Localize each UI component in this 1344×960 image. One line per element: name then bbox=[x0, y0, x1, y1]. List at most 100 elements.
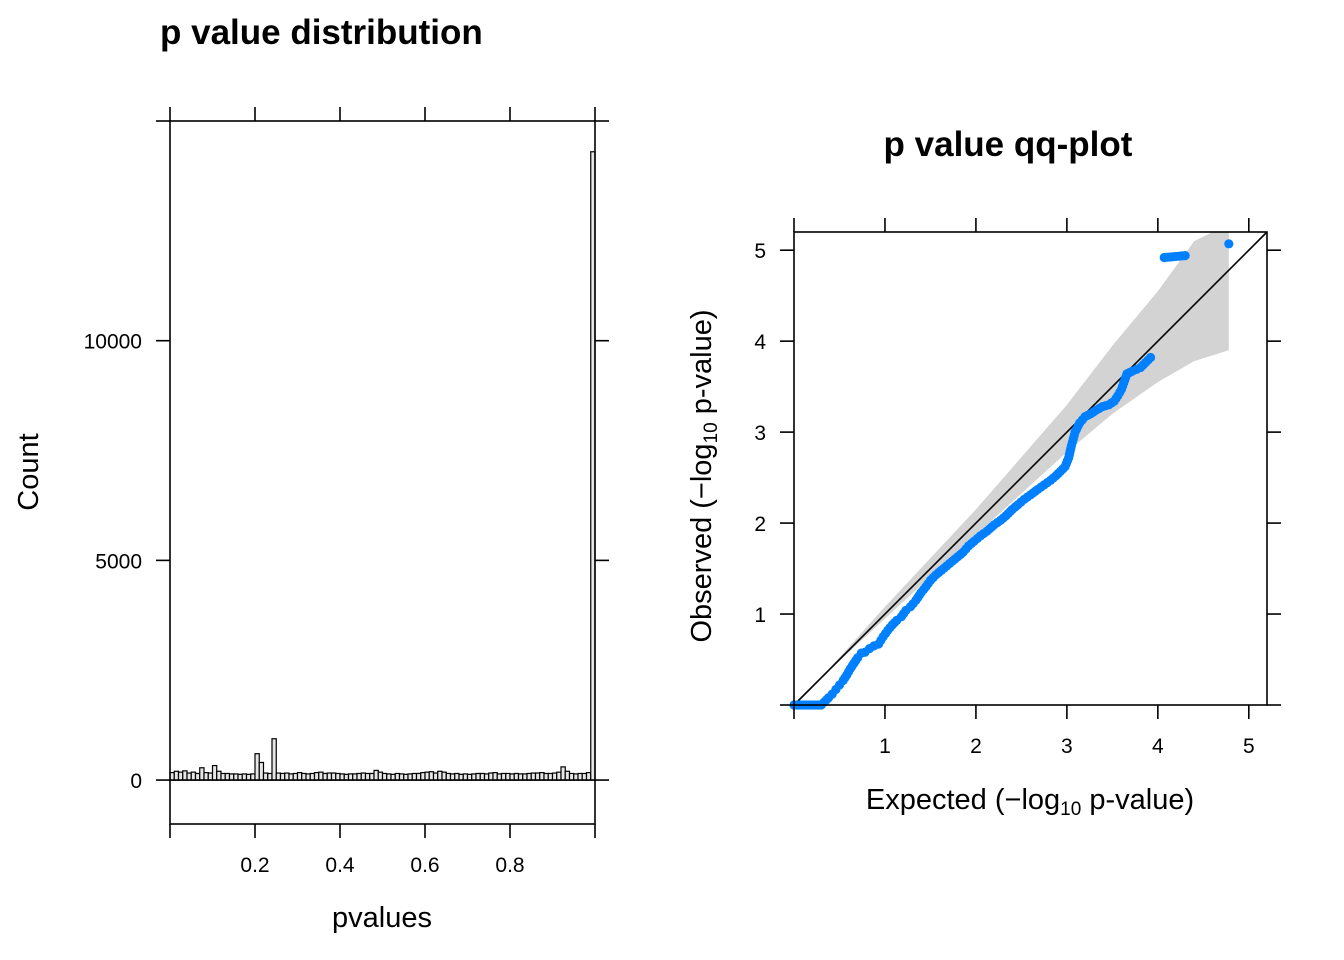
histogram-bar bbox=[458, 773, 464, 781]
y-tick-label: 2 bbox=[754, 513, 766, 536]
histogram-y-label: Count bbox=[13, 433, 45, 510]
histogram-bar bbox=[330, 772, 337, 781]
histogram-bar bbox=[403, 773, 409, 781]
histogram-bar bbox=[250, 773, 256, 781]
x-tick-label: 1 bbox=[879, 735, 891, 758]
histogram-bar bbox=[224, 772, 231, 781]
histogram-bar bbox=[547, 772, 554, 781]
histogram-bar bbox=[577, 772, 583, 781]
qq-point bbox=[1145, 352, 1156, 363]
y-tick-label: 4 bbox=[754, 331, 766, 354]
histogram-bar bbox=[309, 772, 316, 781]
qqplot-frame bbox=[793, 231, 1268, 706]
histogram-bar bbox=[262, 772, 269, 781]
histogram-bar bbox=[386, 773, 392, 781]
qqplot-x-label-prefix: Expected ( bbox=[866, 784, 1005, 816]
histogram-bar bbox=[173, 770, 180, 781]
qqplot-y-label: Observed (−log10 p-value) bbox=[686, 309, 722, 642]
histogram-bar bbox=[301, 772, 307, 781]
y-tick-label: 1 bbox=[754, 604, 766, 627]
histogram-bar bbox=[305, 773, 311, 781]
histogram-bar bbox=[254, 753, 260, 781]
histogram-bar bbox=[411, 772, 418, 781]
histogram-bar bbox=[568, 772, 575, 781]
histogram-bar bbox=[390, 773, 396, 781]
histogram-bar bbox=[415, 772, 422, 781]
histogram-bar bbox=[488, 772, 494, 781]
y-tick-label: 10000 bbox=[84, 331, 142, 354]
histogram-bar bbox=[356, 772, 362, 781]
histogram-bar bbox=[360, 772, 367, 781]
histogram-bar bbox=[326, 772, 333, 781]
histogram-bar bbox=[496, 773, 503, 781]
x-tick-label: 0.8 bbox=[495, 854, 524, 877]
histogram-bar bbox=[203, 771, 209, 781]
histogram-bar bbox=[539, 771, 545, 781]
histogram-bar bbox=[352, 773, 358, 781]
histogram-bar bbox=[475, 772, 481, 781]
histogram-bar bbox=[585, 771, 592, 781]
histogram-panel: p value distribution 0.2 0.4 0.6 0.8 0 5000 10… bbox=[13, 13, 609, 934]
histogram-bar bbox=[573, 773, 579, 781]
histogram-bar bbox=[228, 773, 235, 781]
histogram-bar bbox=[509, 773, 515, 781]
histogram-bar bbox=[551, 772, 558, 781]
histogram-bar bbox=[186, 772, 192, 781]
qqplot-y-label-base: 10 bbox=[701, 422, 722, 443]
histogram-bar bbox=[500, 772, 507, 781]
histogram-bar bbox=[322, 772, 328, 781]
x-tick-label: 0.6 bbox=[410, 854, 439, 877]
histogram-bar bbox=[437, 770, 443, 781]
histogram-bar bbox=[471, 773, 477, 781]
histogram-frame bbox=[169, 120, 596, 825]
histogram-bar bbox=[343, 773, 350, 781]
x-tick-label: 2 bbox=[970, 735, 982, 758]
histogram-bar bbox=[279, 772, 286, 781]
histogram-x-label: pvalues bbox=[332, 902, 432, 934]
histogram-bar bbox=[483, 773, 490, 781]
histogram-bar bbox=[432, 772, 439, 781]
x-tick-label: 4 bbox=[1152, 735, 1164, 758]
histogram-bar bbox=[398, 773, 405, 781]
histogram-bar bbox=[245, 773, 252, 781]
y-tick-label: 0 bbox=[130, 770, 142, 793]
histogram-bar bbox=[258, 761, 265, 781]
histogram-bar bbox=[381, 772, 388, 781]
qqplot-y-label-prefix: Observed ( bbox=[686, 499, 718, 643]
histogram-bar bbox=[318, 771, 324, 781]
histogram-bar bbox=[424, 771, 430, 781]
qqplot-y-label-minus: − bbox=[686, 482, 718, 499]
histogram-bar bbox=[466, 773, 473, 781]
reference-line bbox=[793, 231, 1268, 706]
histogram-bar bbox=[364, 772, 371, 781]
qqplot-x-label: Expected (−log10 p-value) bbox=[866, 784, 1194, 820]
histogram-bar bbox=[454, 772, 460, 781]
qqplot-y-label-log: log bbox=[686, 443, 718, 482]
histogram-bar bbox=[445, 772, 452, 781]
confidence-band bbox=[821, 232, 1229, 678]
histogram-bar bbox=[428, 771, 435, 781]
histogram-bar bbox=[543, 772, 549, 781]
histogram-bar bbox=[449, 773, 456, 781]
histogram-bar bbox=[560, 766, 566, 781]
qqplot-title: p value qq-plot bbox=[884, 125, 1133, 164]
histogram-bar bbox=[526, 772, 532, 781]
histogram-bar bbox=[492, 771, 498, 781]
histogram-bars bbox=[169, 151, 596, 781]
histogram-bar bbox=[394, 772, 401, 781]
histogram-bar bbox=[313, 771, 320, 781]
histogram-bar bbox=[267, 772, 273, 781]
qqplot-axes: 1 2 3 4 5 1 2 3 4 5 bbox=[754, 218, 1281, 758]
histogram-bar bbox=[517, 773, 524, 781]
histogram-bar bbox=[233, 773, 239, 781]
qqplot-x-label-suffix: p-value) bbox=[1081, 784, 1194, 816]
histogram-bar bbox=[194, 772, 201, 781]
histogram-bar bbox=[271, 738, 277, 781]
histogram-bar bbox=[288, 773, 294, 781]
x-tick-label: 0.4 bbox=[325, 854, 355, 877]
histogram-bar bbox=[241, 773, 248, 781]
x-tick-label: 5 bbox=[1243, 735, 1255, 758]
histogram-bar bbox=[292, 772, 299, 781]
